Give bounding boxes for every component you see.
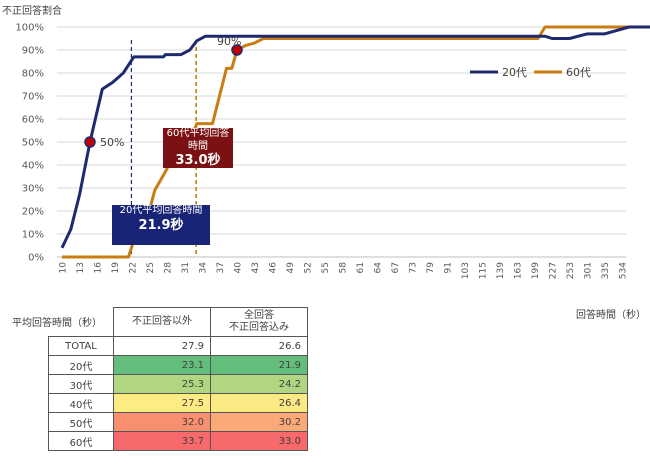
x-tick-label: 227 <box>549 262 559 279</box>
y-tick-label: 40% <box>22 161 44 172</box>
y-tick-label: 0% <box>28 253 44 264</box>
value-excl: 25.3 <box>113 374 211 394</box>
value-all: 26.6 <box>210 336 308 356</box>
y-tick-label: 100% <box>15 23 44 34</box>
table-row: 50代 32.0 30.2 <box>48 412 308 432</box>
line-chart: 不正回答割合 0% 10% 20% 30% 40% 50% 60% 70% 80% 90% 100%… <box>2 4 650 279</box>
callout-20s-label: 20代平均回答時間 <box>119 205 203 216</box>
value-all: 26.4 <box>210 393 308 413</box>
row-label: TOTAL <box>48 336 114 356</box>
value-all: 30.2 <box>210 412 308 432</box>
x-tick-label: 163 <box>514 262 524 279</box>
y-axis-title: 不正回答割合 <box>2 4 62 17</box>
marker-label: 90% <box>217 35 241 48</box>
x-tick-label: 25 <box>146 262 156 273</box>
y-tick-label: 60% <box>22 115 44 126</box>
y-tick-label: 70% <box>22 92 44 103</box>
x-tick-label: 199 <box>531 262 541 279</box>
x-tick-label: 534 <box>619 262 629 279</box>
table-row: 60代 33.7 33.0 <box>48 431 308 451</box>
value-all: 21.9 <box>210 355 308 375</box>
callout-60s-label: 60代平均回答時間 <box>166 128 230 152</box>
average-time-table: 不正回答以外 全回答 不正回答込み TOTAL 27.9 26.6 20代 23.1 21.… <box>48 307 308 451</box>
x-tick-label: 67 <box>391 262 401 273</box>
x-axis-ticks: 10 13 16 19 22 25 28 31 34 37 40 43 46 49 52 55 58 61 64 67… <box>59 262 629 279</box>
row-label: 60代 <box>48 431 114 451</box>
x-tick-label: 253 <box>566 262 576 279</box>
x-axis-title: 回答時間（秒） <box>576 310 646 321</box>
x-tick-label: 43 <box>251 262 261 273</box>
y-tick-label: 80% <box>22 69 44 80</box>
table-header-all: 全回答 不正回答込み <box>210 307 308 337</box>
x-tick-label: 10 <box>59 262 69 274</box>
y-tick-label: 30% <box>22 184 44 195</box>
x-tick-label: 40 <box>234 262 244 274</box>
y-tick-label: 10% <box>22 230 44 241</box>
value-excl: 23.1 <box>113 355 211 375</box>
x-tick-label: 13 <box>76 262 86 273</box>
row-label: 50代 <box>48 412 114 432</box>
callout-20s-mean: 20代平均回答時間 21.9秒 <box>112 205 210 245</box>
x-tick-label: 28 <box>164 262 174 274</box>
callout-20s-value: 21.9秒 <box>138 217 184 233</box>
value-excl: 32.0 <box>113 412 211 432</box>
x-tick-label: 139 <box>496 262 506 279</box>
series-line-20s <box>60 25 650 249</box>
y-tick-label: 90% <box>22 46 44 57</box>
callout-60s-mean: 60代平均回答時間 33.0秒 <box>163 128 233 168</box>
x-tick-label: 46 <box>269 262 279 274</box>
y-tick-label: 50% <box>22 138 44 149</box>
table-row: 40代 27.5 26.4 <box>48 393 308 413</box>
value-excl: 27.5 <box>113 393 211 413</box>
x-tick-label: 58 <box>339 262 349 274</box>
value-excl: 33.7 <box>113 431 211 451</box>
x-tick-label: 103 <box>461 262 471 279</box>
marker-point <box>231 44 243 56</box>
x-tick-label: 52 <box>304 262 314 273</box>
x-tick-label: 64 <box>374 262 384 274</box>
x-tick-label: 73 <box>409 262 419 273</box>
legend-label-60s: 60代 <box>566 66 591 79</box>
table-row: TOTAL 27.9 26.6 <box>48 336 308 356</box>
y-axis-ticks: 0% 10% 20% 30% 40% 50% 60% 70% 80% 90% 100% <box>15 23 626 264</box>
legend-label-20s: 20代 <box>502 66 527 79</box>
x-tick-label: 91 <box>444 262 454 273</box>
table-row: 30代 25.3 24.2 <box>48 374 308 394</box>
value-all: 24.2 <box>210 374 308 394</box>
x-tick-label: 37 <box>216 262 226 273</box>
x-tick-label: 335 <box>601 262 611 279</box>
x-tick-label: 16 <box>94 262 104 274</box>
x-tick-label: 61 <box>356 262 366 273</box>
table-header-blank <box>48 307 114 337</box>
marker-point <box>84 136 96 148</box>
x-tick-label: 31 <box>181 262 191 273</box>
row-label: 30代 <box>48 374 114 394</box>
row-label: 20代 <box>48 355 114 375</box>
table-header-row: 不正回答以外 全回答 不正回答込み <box>48 307 308 337</box>
value-all: 33.0 <box>210 431 308 451</box>
table-header-excl: 不正回答以外 <box>113 307 211 337</box>
callout-60s-value: 33.0秒 <box>175 153 221 168</box>
value-excl: 27.9 <box>113 336 211 356</box>
x-tick-label: 115 <box>479 262 489 279</box>
x-tick-label: 55 <box>321 262 331 273</box>
x-tick-label: 34 <box>199 262 209 274</box>
row-label: 40代 <box>48 393 114 413</box>
x-tick-label: 79 <box>426 262 436 274</box>
table-row: 20代 23.1 21.9 <box>48 355 308 375</box>
x-tick-label: 301 <box>584 262 594 279</box>
y-tick-label: 20% <box>22 207 44 218</box>
x-tick-label: 49 <box>286 262 296 274</box>
x-tick-label: 22 <box>129 262 139 273</box>
legend: 20代 60代 <box>470 66 591 79</box>
marker-label: 50% <box>100 136 124 149</box>
x-tick-label: 19 <box>111 262 121 274</box>
